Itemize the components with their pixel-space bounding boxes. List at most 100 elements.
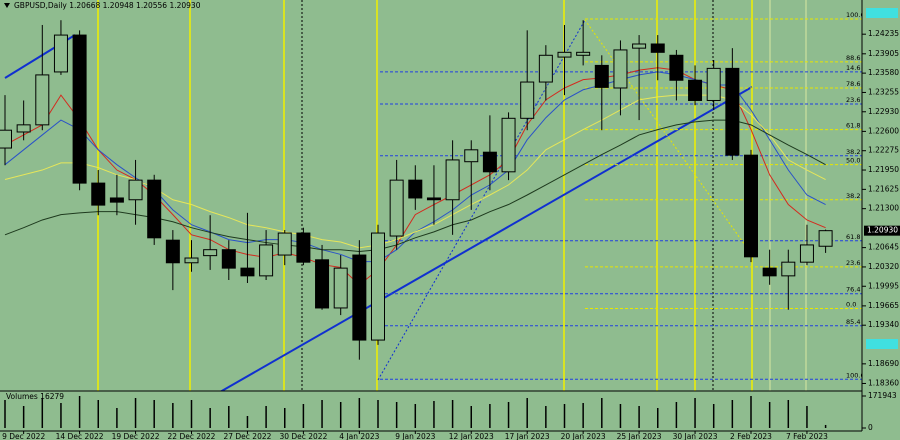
level-box (866, 8, 898, 18)
x-tick-label: 14 Dec 2022 (56, 432, 104, 440)
volume-title: Volumes 16279 (6, 392, 64, 401)
x-tick-label: 17 Jan 2023 (505, 432, 550, 440)
candle-body (72, 34, 87, 184)
candle-body (744, 154, 758, 258)
volume-tick-label: 171943 (868, 391, 897, 400)
x-tick-label: 2 Feb 2023 (730, 432, 772, 440)
fib-label: 61.8 (846, 233, 860, 241)
current-price-box (864, 225, 900, 236)
fib-label: 50.0 (846, 157, 860, 165)
candle-body (333, 267, 348, 309)
fib-label: 38.2 (846, 192, 860, 200)
candle-body (426, 197, 441, 201)
x-tick-label: 9 Dec 2022 (2, 432, 45, 440)
y-tick-label: 1.22275 (868, 146, 899, 155)
candle-body (296, 232, 311, 263)
candle-body (53, 34, 68, 73)
candle-body (35, 74, 50, 126)
candle-body (184, 257, 199, 264)
fib-label: 85.4 (846, 318, 860, 326)
y-tick-label: 1.22930 (868, 107, 899, 116)
plot: 100.088.678.661.850.038.223.60.014.623.6… (0, 11, 865, 380)
candle-body (482, 151, 497, 173)
candle-body (594, 64, 609, 88)
y-tick-label: 1.24235 (868, 29, 899, 38)
candle-body (389, 179, 404, 237)
candle-body (520, 81, 535, 119)
candle-body (445, 159, 460, 201)
candle-body (818, 230, 833, 247)
candle-body (706, 67, 721, 101)
fib-label: 38.2 (846, 148, 860, 156)
candle-body (16, 124, 31, 133)
fib-label: 14.6 (846, 64, 860, 72)
level-box (866, 339, 898, 349)
x-tick-label: 12 Jan 2023 (449, 432, 494, 440)
y-tick-label: 1.19340 (868, 320, 899, 329)
candle-body (613, 49, 628, 89)
candle-body (315, 259, 330, 309)
y-tick-label: 1.20645 (868, 243, 899, 252)
candle-body (240, 267, 255, 277)
candle-body (799, 244, 814, 263)
fib-label: 100.0 (846, 371, 865, 379)
candle-body (147, 179, 162, 239)
y-tick-label: 1.23255 (868, 87, 899, 96)
x-tick-label: 25 Jan 2023 (617, 432, 662, 440)
candle-body (557, 51, 572, 58)
fib-label: 61.8 (846, 122, 860, 130)
x-tick-label: 27 Dec 2022 (223, 432, 271, 440)
candle-body (688, 79, 703, 101)
candle-body (259, 244, 274, 277)
candle-body (669, 54, 684, 81)
x-tick-label: 30 Dec 2022 (279, 432, 327, 440)
candle-body (128, 179, 143, 201)
y-tick-label: 1.21950 (868, 165, 899, 174)
chart-title: GBPUSD,Daily 1.20668 1.20948 1.20556 1.2… (14, 1, 201, 10)
current-price-label: 1.20930 (867, 226, 898, 235)
x-tick-label: 4 Jan 2023 (339, 432, 379, 440)
candle-body (650, 43, 665, 53)
candle-body (725, 67, 740, 156)
y-tick-label: 1.23905 (868, 49, 899, 58)
y-tick-label: 1.22600 (868, 126, 899, 135)
fib-label: 100.0 (846, 11, 865, 19)
x-tick-label: 22 Dec 2022 (168, 432, 216, 440)
x-tick-label: 30 Jan 2023 (673, 432, 718, 440)
fib-diagonal (584, 19, 753, 256)
y-tick-label: 1.20320 (868, 262, 899, 271)
y-tick-label: 1.18690 (868, 359, 899, 368)
candle-body (408, 179, 423, 199)
candle-body (464, 149, 479, 163)
x-tick-label: 7 Feb 2023 (786, 432, 828, 440)
x-tick-label: 19 Dec 2022 (112, 432, 160, 440)
candle-body (0, 129, 12, 149)
trend-line (219, 86, 753, 391)
volume-tick-label: 0 (868, 423, 873, 432)
y-tick-label: 1.19665 (868, 301, 899, 310)
y-tick-label: 1.23580 (868, 68, 899, 77)
fib-label: 0.0 (846, 301, 856, 309)
candle-body (632, 43, 647, 49)
candle-body (781, 261, 796, 277)
axis: 1.24235 1.23905 1.23580 1.23255 1.22930 1.226… (2, 29, 900, 440)
candle-body (576, 51, 591, 56)
fib-diagonal (377, 19, 586, 381)
x-tick-label: 9 Jan 2023 (395, 432, 435, 440)
y-tick-label: 1.18360 (868, 378, 899, 387)
x-tick-label: 20 Jan 2023 (561, 432, 606, 440)
fib-label: 78.6 (846, 80, 860, 88)
candle-body (277, 232, 292, 256)
candle-body (501, 117, 516, 173)
fib-label: 23.6 (846, 259, 860, 267)
menu-arrow[interactable] (4, 3, 10, 8)
candle-body (165, 239, 180, 264)
y-tick-label: 1.21300 (868, 204, 899, 213)
candle-body (221, 249, 236, 269)
y-tick-label: 1.21625 (868, 184, 899, 193)
candle-body (538, 54, 553, 83)
candle-body (91, 182, 106, 206)
